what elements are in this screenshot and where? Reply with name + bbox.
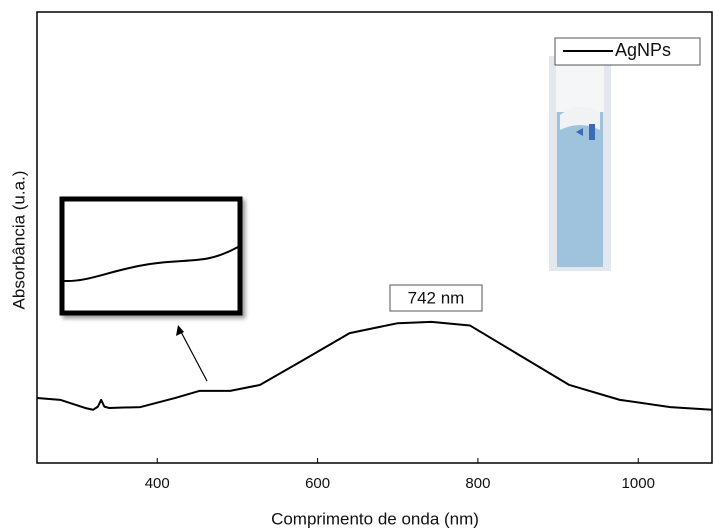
inset-frame: [59, 196, 243, 316]
cuvette-image: [549, 56, 611, 271]
data-line: [36, 320, 713, 411]
x-axis-label: Comprimento de onda (nm): [271, 509, 479, 528]
x-tick-label: 600: [305, 475, 330, 492]
x-tick-label: 800: [465, 475, 490, 492]
annotation-box: [389, 284, 483, 312]
x-tick-label: 1000: [622, 475, 655, 492]
arrow: [179, 329, 208, 382]
x-tick-label: 400: [145, 475, 170, 492]
inset-curve: [63, 246, 239, 283]
legend-label: AgNPs: [615, 40, 671, 60]
y-axis-label: Absorbância (u.a.): [9, 171, 28, 310]
annotation: 742 nm: [408, 288, 465, 307]
arrow-head: [176, 325, 184, 336]
plot-frame: [36, 11, 713, 464]
